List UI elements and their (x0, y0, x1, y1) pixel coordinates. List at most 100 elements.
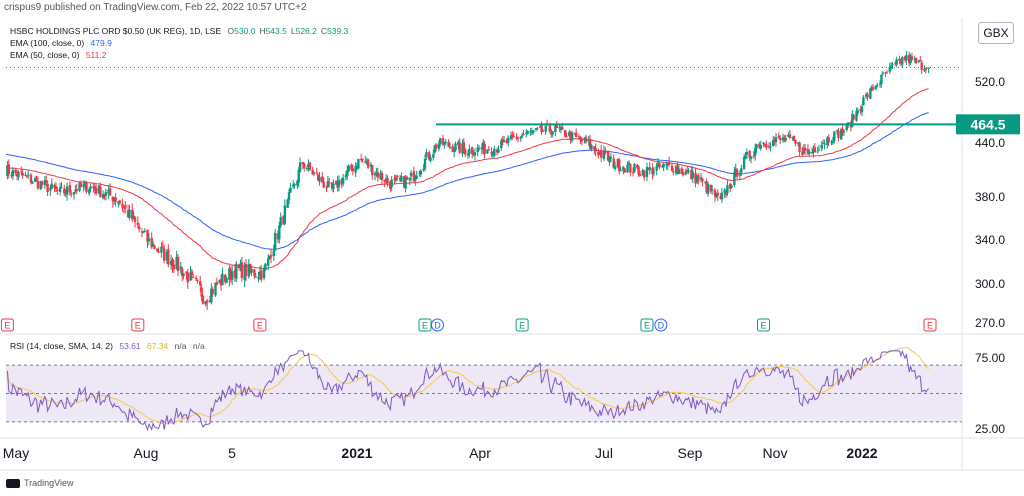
candle-body (49, 187, 52, 191)
candle-body (24, 174, 27, 176)
candle-body (315, 172, 318, 174)
candle-body (532, 130, 535, 133)
candle-body (419, 170, 423, 175)
event-marker-label: E (519, 321, 525, 331)
ema100-legend: EMA (100, close, 0) 479.9 (10, 38, 112, 48)
candle-body (347, 165, 350, 172)
candle-body (655, 166, 658, 171)
candle-body (140, 231, 144, 233)
candle-body (99, 187, 102, 197)
candle-body (237, 264, 241, 269)
candle-body (307, 163, 310, 167)
candle-body (648, 166, 651, 171)
candle-body (384, 178, 388, 181)
candle-body (201, 295, 205, 304)
candle-body (185, 271, 188, 274)
candle-body (7, 164, 10, 175)
price-tick-label: 300.0 (975, 277, 1005, 291)
candle-body (175, 256, 178, 269)
candle-body (597, 151, 600, 156)
candle-body (810, 151, 814, 154)
candle-body (254, 276, 257, 278)
candle-body (550, 132, 553, 135)
candle-body (328, 182, 331, 184)
candle-body (322, 182, 325, 188)
symbol-legend: HSBC HOLDINGS PLC ORD $0.50 (UK REG), 1D… (10, 26, 352, 36)
candle-body (705, 182, 708, 193)
candle-body (68, 185, 72, 193)
candle-body (414, 177, 417, 181)
candle-body (50, 183, 53, 189)
candle-body (623, 168, 626, 173)
candle-body (20, 171, 23, 173)
candle-body (798, 142, 801, 153)
candle-body (820, 144, 823, 149)
candle-body (787, 134, 790, 137)
candle-body (341, 177, 345, 184)
candle-body (735, 169, 739, 177)
candle-body (801, 151, 804, 155)
candle-body (816, 151, 819, 153)
candle-body (765, 144, 768, 148)
rsi-na-1: n/a (174, 341, 187, 351)
rsi-band (6, 365, 962, 422)
candle-body (501, 139, 504, 142)
candle-body (405, 176, 409, 180)
candle-body (626, 164, 629, 173)
candle-body (470, 146, 474, 154)
candle-body (616, 158, 620, 168)
candle-body (457, 142, 460, 145)
candle-body (487, 149, 491, 151)
candle-body (661, 166, 664, 168)
candle-body (224, 274, 227, 282)
candle-body (680, 168, 683, 174)
candle-body (312, 172, 316, 174)
candle-body (473, 152, 477, 156)
candle-body (813, 147, 817, 153)
candle-body (526, 131, 529, 135)
candle-body (46, 183, 49, 192)
candle-body (131, 209, 134, 220)
earnings-marker (253, 318, 267, 332)
candle-body (641, 170, 645, 175)
earnings-marker (640, 318, 654, 332)
candle-body (40, 181, 44, 185)
candle-body (713, 189, 717, 197)
candle-body (588, 138, 592, 149)
publisher-line: crispus9 published on TradingView.com, F… (4, 2, 307, 13)
currency-badge[interactable]: GBX (978, 22, 1014, 44)
candle-body (821, 143, 825, 145)
time-tick-label: 2021 (341, 445, 372, 461)
candle-body (189, 272, 192, 281)
event-marker-label: D (658, 321, 665, 331)
candle-body (85, 182, 88, 193)
candle-body (43, 180, 47, 185)
candle-body (901, 57, 904, 65)
candle-body (568, 131, 571, 136)
candle-body (291, 184, 295, 187)
candle-body (56, 189, 59, 191)
candle-body (704, 181, 707, 183)
candle-body (101, 193, 105, 199)
candle-body (888, 67, 891, 72)
candle-body (914, 58, 918, 64)
candle-body (852, 115, 855, 120)
candle-body (443, 142, 446, 144)
candle-body (670, 165, 674, 171)
candle-body (593, 146, 596, 150)
earnings-marker (923, 318, 937, 332)
event-marker-label: E (4, 321, 10, 331)
candle-body (563, 130, 567, 137)
candle-body (658, 163, 661, 168)
candle-body (715, 193, 718, 198)
candle-body (716, 192, 719, 197)
candle-body (907, 55, 911, 64)
candle-body (243, 264, 246, 281)
candle-body (723, 189, 726, 193)
candle-body (544, 125, 547, 132)
candle-body (755, 144, 758, 149)
candle-body (500, 140, 503, 149)
candle-body (742, 157, 746, 169)
candle-body (927, 67, 930, 70)
candle-body (404, 178, 407, 189)
